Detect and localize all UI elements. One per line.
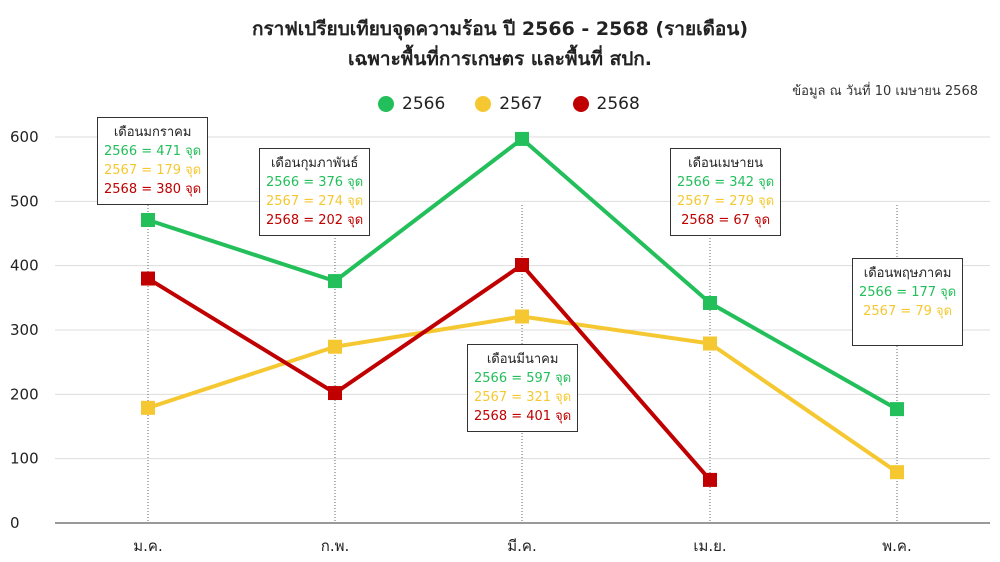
legend-label-2566: 2566 — [402, 94, 446, 114]
annotation-2566: 2566 = 342 จุด — [677, 175, 775, 190]
annotation-2567: 2567 = 79 จุด — [863, 304, 953, 319]
y-tick-label: 600 — [10, 128, 39, 146]
legend-item-2566: 2566 — [378, 94, 445, 114]
data-point-2567 — [328, 339, 342, 354]
annotation-february: เดือนกุมภาพันธ์ 2566 = 376 จุด 2567 = 27… — [259, 148, 371, 236]
data-point-2566 — [703, 295, 717, 310]
chart-title-line2: เฉพาะพื้นที่การเกษตร และพื้นที่ สปก. — [347, 48, 653, 70]
legend-item-2567: 2567 — [475, 94, 543, 114]
series-line-2568 — [146, 263, 712, 482]
x-tick-label: ม.ค. — [133, 537, 162, 555]
annotation-2568: 2568 = 67 จุด — [681, 213, 771, 228]
legend-label-2567: 2567 — [499, 94, 543, 114]
x-tick-label: พ.ค. — [882, 537, 911, 555]
y-tick-label: 100 — [10, 450, 39, 468]
y-tick-label: 0 — [10, 514, 20, 532]
data-point-2568 — [515, 258, 529, 273]
annotation-2566: 2566 = 471 จุด — [104, 144, 202, 159]
annotation-2567: 2567 = 179 จุด — [104, 163, 202, 178]
annotation-header: เดือนพฤษภาคม — [863, 266, 952, 281]
annotation-march: เดือนมีนาคม 2566 = 597 จุด 2567 = 321 จุ… — [467, 344, 579, 432]
annotation-header: เดือนกุมภาพันธ์ — [270, 156, 359, 171]
annotation-may: เดือนพฤษภาคม 2566 = 177 จุด 2567 = 79 จุ… — [852, 258, 964, 346]
data-point-2566 — [890, 402, 904, 417]
chart-title-line1: กราฟเปรียบเทียบจุดความร้อน ปี 2566 - 256… — [251, 18, 749, 40]
annotation-april: เดือนเมษายน 2566 = 342 จุด 2567 = 279 จุ… — [670, 148, 782, 236]
data-point-2566 — [515, 131, 529, 146]
data-point-2566 — [141, 212, 155, 227]
data-point-2567 — [703, 336, 717, 351]
annotation-header: เดือนมีนาคม — [486, 352, 559, 367]
data-point-2567 — [141, 400, 155, 415]
y-tick-label: 500 — [10, 192, 39, 210]
data-date-note: ข้อมูล ณ วันที่ 10 เมษายน 2568 — [792, 84, 978, 99]
data-point-2568 — [328, 386, 342, 401]
legend-marker-2567 — [475, 96, 492, 112]
annotation-header: เดือนมกราคม — [113, 125, 192, 140]
legend-item-2568: 2568 — [572, 94, 640, 114]
x-tick-label: เม.ย. — [693, 537, 726, 555]
y-tick-label: 200 — [10, 385, 39, 403]
chart-title: กราฟเปรียบเทียบจุดความร้อน ปี 2566 - 256… — [0, 14, 1000, 74]
annotation-2567: 2567 = 321 จุด — [474, 390, 572, 405]
data-point-2568 — [703, 472, 717, 487]
annotation-2568: 2568 = 401 จุด — [474, 409, 572, 424]
annotation-january: เดือนมกราคม 2566 = 471 จุด 2567 = 179 จุ… — [97, 117, 209, 205]
annotation-2567: 2567 = 274 จุด — [266, 194, 364, 209]
annotation-2568: 2568 = 380 จุด — [104, 182, 202, 197]
annotation-2566: 2566 = 597 จุด — [474, 371, 572, 386]
data-point-2567 — [890, 465, 904, 480]
annotation-header: เดือนเมษายน — [688, 156, 764, 171]
legend-marker-2568 — [572, 96, 589, 112]
data-point-2567 — [515, 309, 529, 324]
annotation-2567: 2567 = 279 จุด — [677, 194, 775, 209]
y-tick-label: 300 — [10, 321, 39, 339]
legend-marker-2566 — [378, 96, 394, 112]
legend: 2566 2567 2568 — [378, 94, 640, 114]
annotation-2568: 2568 = 202 จุด — [266, 213, 364, 228]
annotation-2566: 2566 = 177 จุด — [859, 285, 957, 300]
y-tick-label: 400 — [10, 257, 39, 275]
x-tick-label: มี.ค. — [507, 537, 536, 555]
annotation-2566: 2566 = 376 จุด — [266, 175, 364, 190]
legend-label-2568: 2568 — [596, 94, 640, 114]
data-point-2566 — [328, 274, 342, 289]
x-tick-label: ก.พ. — [321, 537, 350, 555]
data-point-2568 — [141, 271, 155, 286]
